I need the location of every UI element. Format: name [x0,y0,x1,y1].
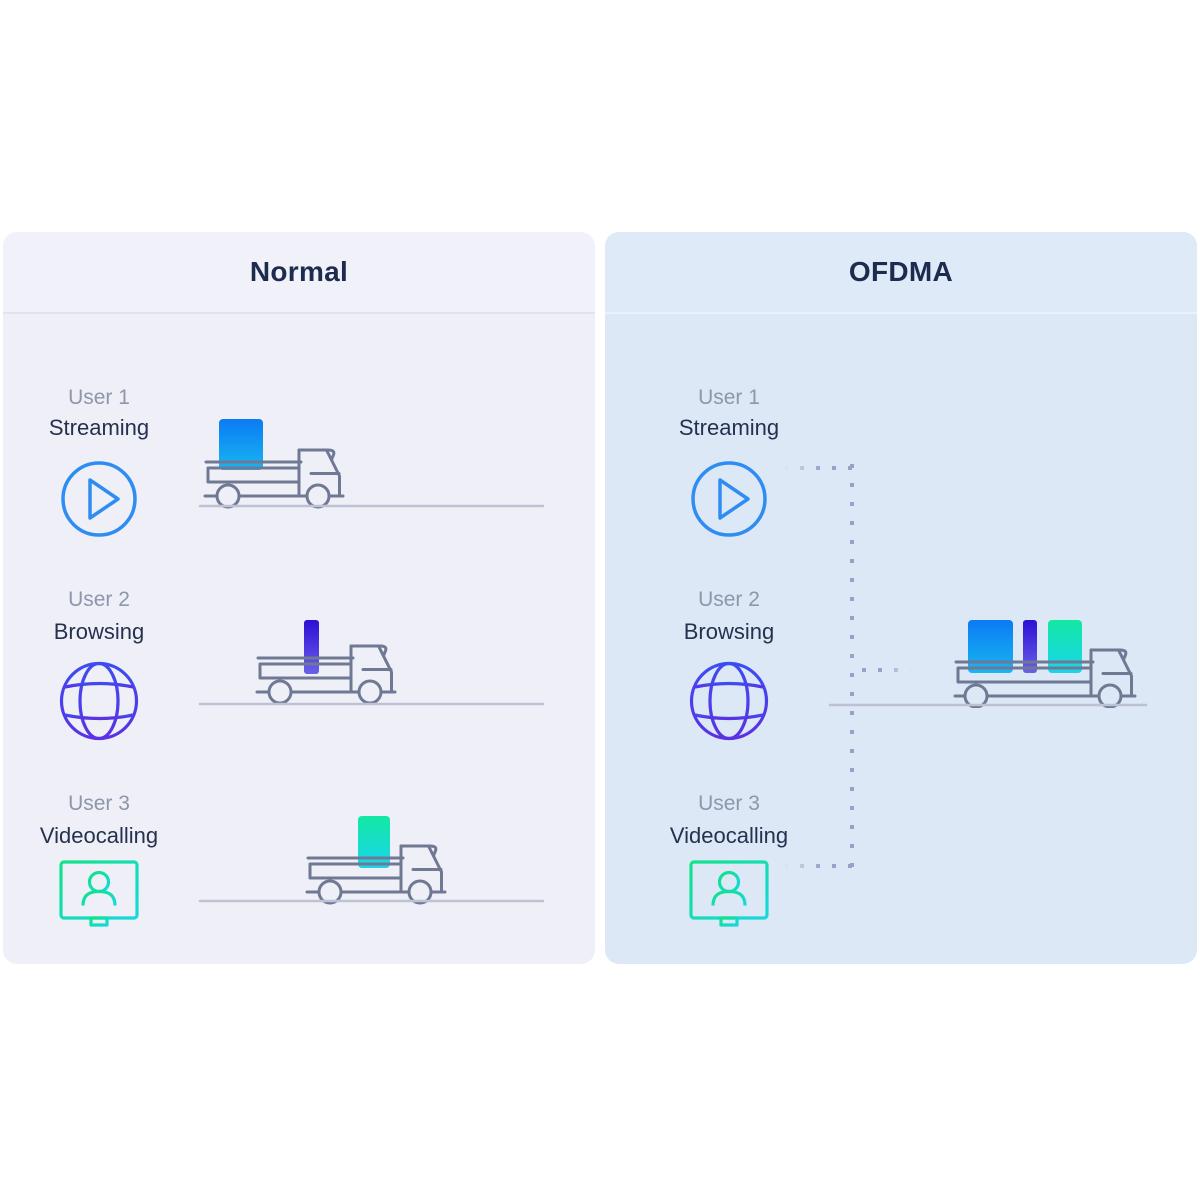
user2-activity: Browsing [683,619,775,644]
monitor-icon [689,860,769,927]
panel-ofdma: OFDMA [605,232,1197,964]
panel-normal: Normal [3,232,595,964]
globe-icon [59,661,139,741]
user3-activity: Videocalling [39,823,159,848]
panel-ofdma-header: OFDMA [605,232,1197,314]
cargo-block-streaming [968,620,1013,673]
panel-normal-title: Normal [249,256,349,287]
cargo-block-videocalling [358,816,390,868]
user2-label: User 2 [698,588,760,611]
user3-activity: Videocalling [669,823,789,848]
truck-browsing [198,620,545,706]
globe-icon [689,661,769,741]
truck-combined [828,620,1148,708]
user1-label: User 1 [698,386,760,409]
dotted-connector-user1 [784,466,852,470]
play-icon [691,461,767,537]
cargo-block-browsing [304,620,319,674]
cargo-block-videocalling [1048,620,1082,673]
monitor-icon [59,860,139,927]
cargo-block-streaming [219,419,263,470]
dotted-connector-to-truck [862,668,912,672]
user2-label: User 2 [68,588,130,611]
truck-streaming [198,419,545,509]
user1-activity: Streaming [678,415,780,440]
play-icon [61,461,137,537]
panel-ofdma-title: OFDMA [848,256,954,287]
cargo-block-browsing [1023,620,1037,673]
user3-label: User 3 [68,792,130,815]
panel-normal-header: Normal [3,232,595,314]
user2-activity: Browsing [53,619,145,644]
user1-activity: Streaming [48,415,150,440]
dotted-connector-user3 [784,864,852,868]
user3-label: User 3 [698,792,760,815]
user1-label: User 1 [68,386,130,409]
dotted-connector-vertical [850,464,854,870]
truck-videocalling [198,816,545,905]
